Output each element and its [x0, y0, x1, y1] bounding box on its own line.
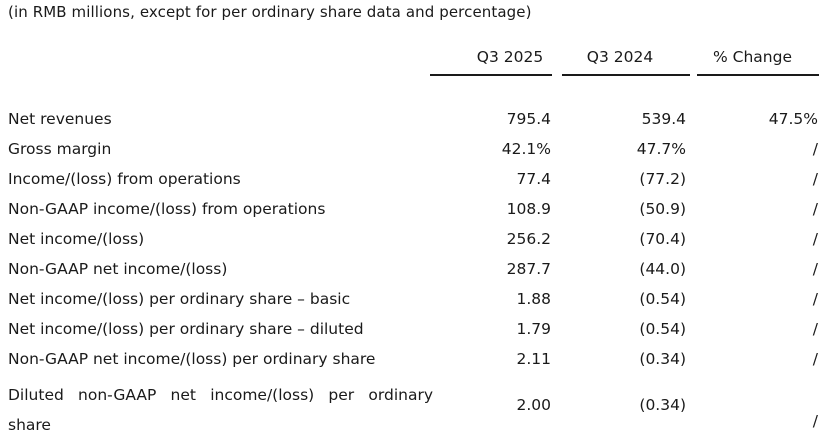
cell-percent-change: / [812, 230, 818, 248]
row-label: Income/(loss) from operations [8, 170, 241, 188]
table-row: Gross margin 42.1% 47.7% / [0, 140, 830, 170]
table-row: Non-GAAP net income/(loss) 287.7 (44.0) … [0, 260, 830, 290]
table-row: Non-GAAP income/(loss) from operations 1… [0, 200, 830, 230]
cell-q3-2024: 539.4 [641, 110, 686, 128]
cell-percent-change: / [812, 350, 818, 368]
header-rule-q3-2025 [430, 74, 552, 76]
row-label: Diluted non-GAAP net income/(loss) per o… [8, 386, 433, 434]
cell-q3-2025: 1.79 [516, 320, 551, 338]
cell-q3-2025: 2.00 [516, 396, 551, 414]
cell-q3-2025: 795.4 [506, 110, 551, 128]
cell-q3-2024: (70.4) [639, 230, 686, 248]
column-header-q3-2025: Q3 2025 [476, 48, 544, 66]
cell-q3-2024: (0.54) [639, 320, 686, 338]
row-label: Non-GAAP net income/(loss) per ordinary … [8, 350, 376, 368]
table-row: Net income/(loss) per ordinary share – b… [0, 290, 830, 320]
row-label: Net income/(loss) [8, 230, 145, 248]
cell-q3-2025: 2.11 [516, 350, 551, 368]
cell-percent-change: / [812, 140, 818, 158]
table-row: Net revenues 795.4 539.4 47.5% [0, 110, 830, 140]
cell-percent-change: / [812, 170, 818, 188]
cell-q3-2024: (0.34) [639, 396, 686, 414]
row-label: Non-GAAP income/(loss) from operations [8, 200, 326, 218]
table-row: Income/(loss) from operations 77.4 (77.2… [0, 170, 830, 200]
header-rule-q3-2024 [562, 74, 690, 76]
column-header-percent-change: % Change [713, 48, 792, 66]
table-row: Net income/(loss) 256.2 (70.4) / [0, 230, 830, 260]
cell-q3-2024: 47.7% [636, 140, 686, 158]
cell-q3-2025: 1.88 [516, 290, 551, 308]
row-label: Net revenues [8, 110, 112, 128]
table-row: Non-GAAP net income/(loss) per ordinary … [0, 350, 830, 380]
cell-percent-change: 47.5% [768, 110, 818, 128]
cell-percent-change: / [812, 200, 818, 218]
cell-q3-2025: 256.2 [506, 230, 551, 248]
cell-q3-2024: (0.34) [639, 350, 686, 368]
cell-percent-change: / [812, 412, 818, 430]
cell-q3-2024: (50.9) [639, 200, 686, 218]
column-header-q3-2024: Q3 2024 [586, 48, 654, 66]
table-row: Net income/(loss) per ordinary share – d… [0, 320, 830, 350]
cell-q3-2025: 287.7 [506, 260, 551, 278]
table-caption: (in RMB millions, except for per ordinar… [8, 3, 532, 21]
table-row: Diluted non-GAAP net income/(loss) per o… [0, 380, 830, 440]
row-label: Net income/(loss) per ordinary share – d… [8, 320, 364, 338]
cell-q3-2024: (77.2) [639, 170, 686, 188]
header-rule-percent-change [697, 74, 819, 76]
row-label: Net income/(loss) per ordinary share – b… [8, 290, 351, 308]
cell-q3-2024: (44.0) [639, 260, 686, 278]
row-label: Gross margin [8, 140, 112, 158]
cell-percent-change: / [812, 320, 818, 338]
cell-q3-2025: 108.9 [506, 200, 551, 218]
cell-percent-change: / [812, 290, 818, 308]
cell-q3-2024: (0.54) [639, 290, 686, 308]
cell-percent-change: / [812, 260, 818, 278]
row-label: Non-GAAP net income/(loss) [8, 260, 228, 278]
cell-q3-2025: 42.1% [501, 140, 551, 158]
cell-q3-2025: 77.4 [516, 170, 551, 188]
